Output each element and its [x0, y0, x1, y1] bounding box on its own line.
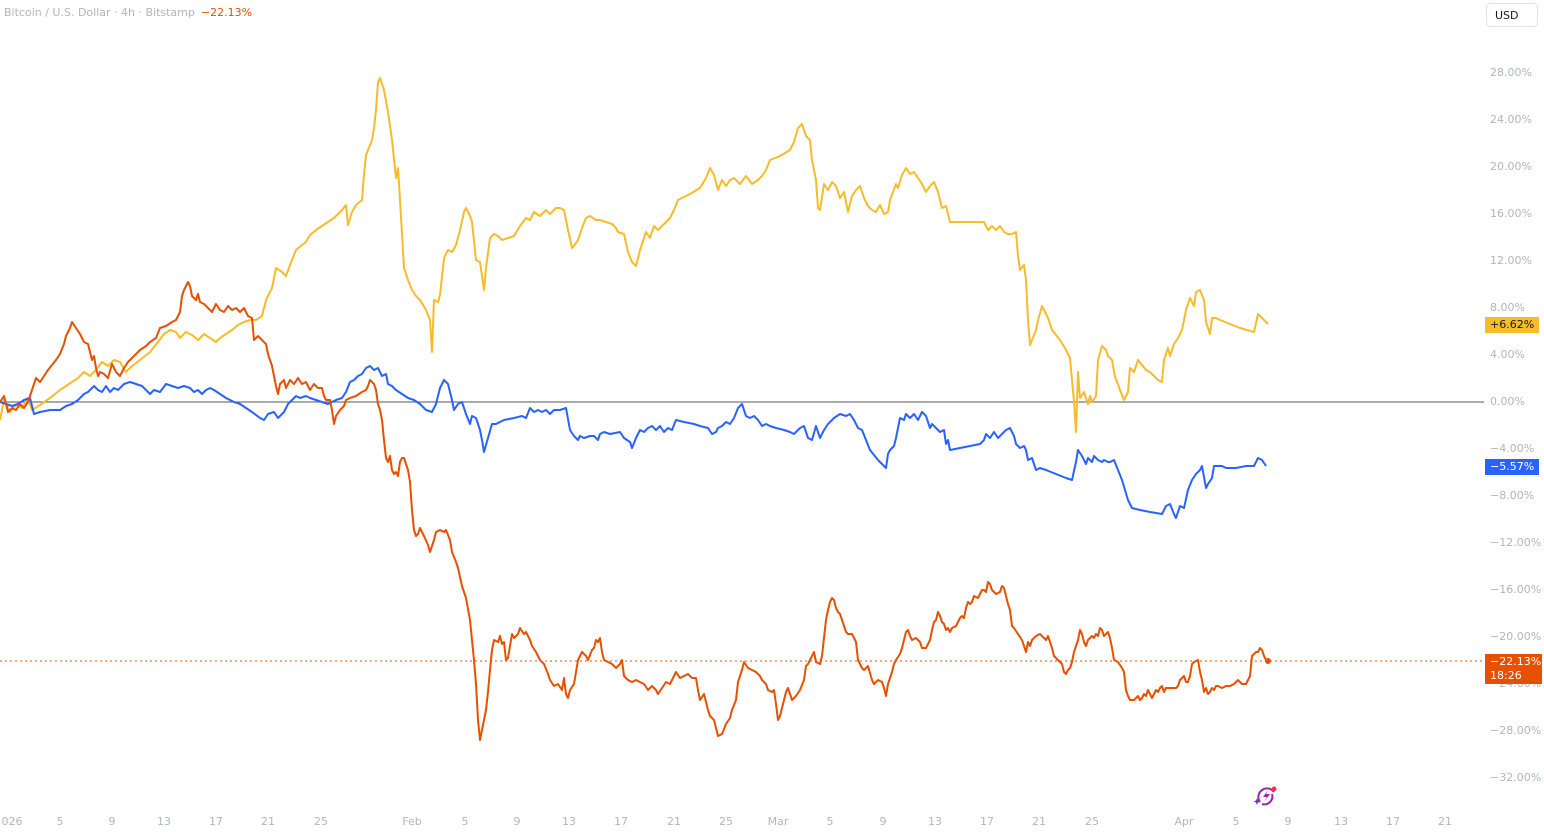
x-tick: 9: [108, 815, 116, 828]
symbol-title: Bitcoin / U.S. Dollar · 4h · Bitstamp: [4, 6, 195, 19]
x-tick: 25: [314, 815, 328, 828]
x-tick: 5: [461, 815, 469, 828]
blue-series-line: [0, 365, 1267, 519]
currency-button[interactable]: USD: [1486, 3, 1538, 27]
y-tick: 8.00%: [1490, 301, 1525, 314]
y-tick: 20.00%: [1490, 160, 1532, 173]
lightning-logo-icon[interactable]: [1252, 784, 1280, 808]
x-tick: 21: [1438, 815, 1452, 828]
x-tick: 17: [1386, 815, 1400, 828]
gold-series-line: [0, 77, 1269, 433]
x-tick: 25: [719, 815, 733, 828]
x-tick: Feb: [402, 815, 422, 828]
y-tick: −12.00%: [1490, 536, 1542, 549]
x-tick: 5: [1232, 815, 1240, 828]
x-tick: 13: [157, 815, 171, 828]
x-tick: 21: [1032, 815, 1046, 828]
x-tick: 17: [614, 815, 628, 828]
y-tick: 16.00%: [1490, 207, 1532, 220]
x-tick: 9: [1284, 815, 1292, 828]
x-tick: 9: [513, 815, 521, 828]
y-tick: −32.00%: [1490, 771, 1542, 784]
last-price-dot: [1265, 658, 1271, 664]
x-tick: 17: [980, 815, 994, 828]
y-tick: 4.00%: [1490, 348, 1525, 361]
x-tick: 5: [826, 815, 834, 828]
x-tick: 13: [928, 815, 942, 828]
y-tick: −4.00%: [1490, 442, 1535, 455]
x-tick: 9: [879, 815, 887, 828]
y-tick: 24.00%: [1490, 113, 1532, 126]
x-tick: 17: [209, 815, 223, 828]
y-tick: −16.00%: [1490, 583, 1542, 596]
orange-series-line: [0, 281, 1269, 741]
chart-legend: Bitcoin / U.S. Dollar · 4h · Bitstamp −22…: [4, 6, 252, 19]
x-tick: 25: [1085, 815, 1099, 828]
x-tick: 026: [1, 815, 23, 828]
x-tick: 13: [562, 815, 576, 828]
change-value: −22.13%: [200, 6, 253, 19]
orange-badge-value: −22.13%: [1490, 655, 1542, 668]
y-tick: 0.00%: [1490, 395, 1525, 408]
gold-last-value-badge: +6.62%: [1485, 317, 1540, 333]
x-tick: 21: [261, 815, 275, 828]
y-tick: 12.00%: [1490, 254, 1532, 267]
x-tick: Mar: [767, 815, 789, 828]
x-tick: 13: [1334, 815, 1348, 828]
y-tick: −28.00%: [1490, 724, 1542, 737]
orange-last-value-badge: −22.13% 18:26: [1485, 654, 1542, 684]
x-tick: 21: [667, 815, 681, 828]
y-tick: −8.00%: [1490, 489, 1535, 502]
y-tick: 28.00%: [1490, 66, 1532, 79]
x-tick: 5: [56, 815, 64, 828]
y-tick: −20.00%: [1490, 630, 1542, 643]
blue-last-value-badge: −5.57%: [1485, 459, 1540, 475]
orange-badge-countdown: 18:26: [1490, 669, 1522, 682]
x-tick: Apr: [1174, 815, 1194, 828]
